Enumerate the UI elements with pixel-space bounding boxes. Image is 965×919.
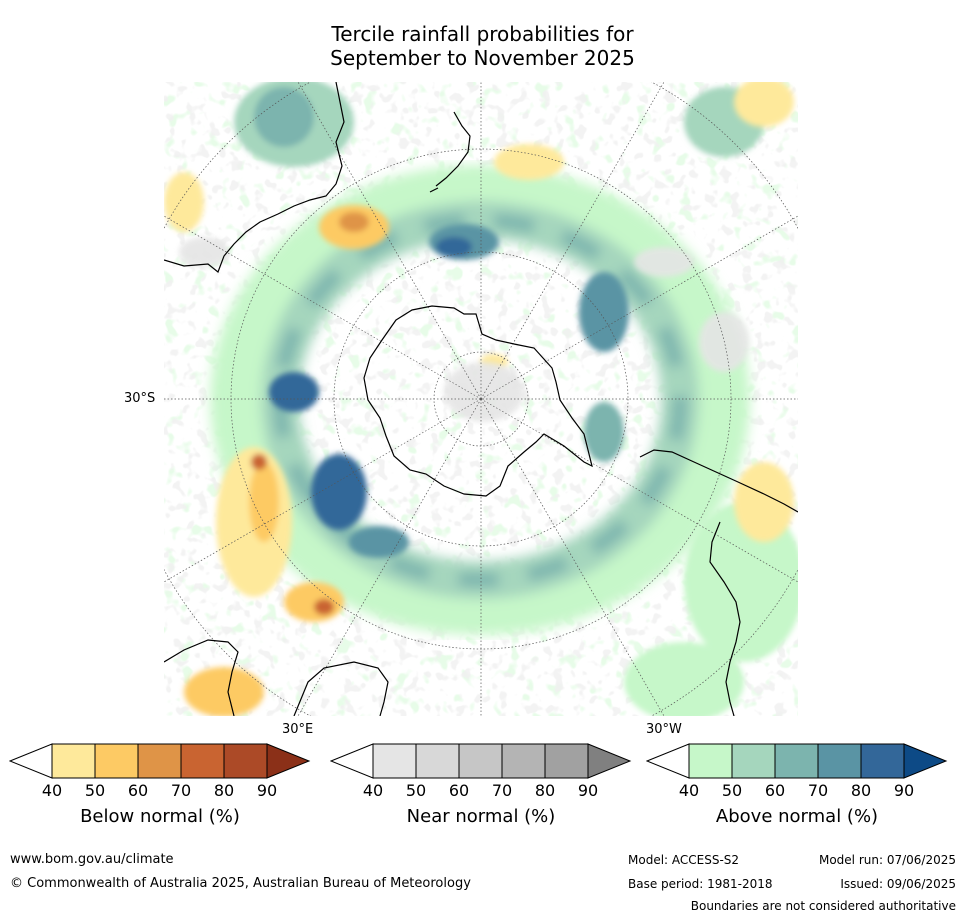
- below-normal-swatch-max: [266, 743, 311, 779]
- coastlines: [164, 82, 798, 716]
- near-normal-patches: [179, 237, 749, 422]
- bom-url-link[interactable]: www.bom.gov.au/climate: [10, 852, 174, 867]
- map-title-line2: September to November 2025: [330, 46, 635, 70]
- below-tick-70: 70: [170, 781, 192, 800]
- below-normal-swatch-60: [137, 743, 182, 779]
- near-tick-70: 70: [491, 781, 513, 800]
- africa-coast: [164, 639, 389, 716]
- below-tick-80: 80: [213, 781, 235, 800]
- rainfall-probability-map: [164, 82, 798, 716]
- below-normal-swatch-40: [51, 743, 96, 779]
- above-normal-swatch-max: [903, 743, 948, 779]
- antarctica-outline: [363, 305, 593, 497]
- above-tick-40: 40: [678, 781, 700, 800]
- above-tick-90: 90: [893, 781, 915, 800]
- lat-label-30s: 30°S: [124, 391, 156, 406]
- above-normal-colorbar: [646, 743, 948, 779]
- below-normal-patches: [164, 82, 794, 716]
- above-normal-swatch-50: [731, 743, 776, 779]
- base-period: Base period: 1981-2018: [628, 877, 773, 891]
- near-normal-swatch-max: [587, 743, 632, 779]
- above-tick-80: 80: [850, 781, 872, 800]
- below-tick-50: 50: [84, 781, 106, 800]
- below-normal-swatch-50: [94, 743, 139, 779]
- lon-label-30e: 30°E: [282, 722, 314, 737]
- below-normal-colorbar: [9, 743, 311, 779]
- above-tick-50: 50: [721, 781, 743, 800]
- below-tick-60: 60: [127, 781, 149, 800]
- model-run-date: Model run: 07/06/2025: [818, 853, 956, 867]
- near-normal-swatch-min: [330, 743, 374, 779]
- near-normal-label: Near normal (%): [406, 806, 556, 827]
- below-normal-swatch-min: [9, 743, 53, 779]
- near-tick-60: 60: [448, 781, 470, 800]
- australia-coast: [164, 82, 345, 273]
- above-normal-patches: [234, 82, 798, 716]
- above-tick-70: 70: [807, 781, 829, 800]
- above-tick-60: 60: [764, 781, 786, 800]
- near-normal-colorbar: [330, 743, 632, 779]
- near-tick-50: 50: [405, 781, 427, 800]
- copyright-notice: © Commonwealth of Australia 2025, Austra…: [10, 876, 471, 891]
- below-normal-swatch-70: [180, 743, 225, 779]
- below-tick-40: 40: [41, 781, 63, 800]
- map-title-line1: Tercile rainfall probabilities for: [331, 22, 634, 46]
- new-zealand-coast: [429, 111, 471, 193]
- below-tick-90: 90: [256, 781, 278, 800]
- above-normal-swatch-80: [860, 743, 905, 779]
- near-normal-swatch-80: [544, 743, 589, 779]
- graticule: [164, 82, 798, 716]
- above-normal-swatch-60: [774, 743, 819, 779]
- near-tick-80: 80: [534, 781, 556, 800]
- model-name: Model: ACCESS-S2: [628, 853, 740, 867]
- below-normal-label: Below normal (%): [80, 806, 240, 827]
- above-normal-swatch-40: [688, 743, 733, 779]
- boundaries-disclaimer: Boundaries are not considered authoritat…: [690, 899, 956, 913]
- near-normal-swatch-40: [372, 743, 417, 779]
- near-normal-swatch-70: [501, 743, 546, 779]
- above-normal-swatch-min: [646, 743, 690, 779]
- near-normal-swatch-50: [415, 743, 460, 779]
- near-tick-90: 90: [577, 781, 599, 800]
- issued-date: Issued: 09/06/2025: [840, 877, 956, 891]
- below-normal-swatch-80: [223, 743, 268, 779]
- above-normal-label: Above normal (%): [715, 806, 879, 827]
- lon-label-30w: 30°W: [646, 722, 682, 737]
- near-tick-40: 40: [362, 781, 384, 800]
- south-america-coast: [639, 449, 798, 716]
- above-normal-swatch-70: [817, 743, 862, 779]
- near-normal-swatch-60: [458, 743, 503, 779]
